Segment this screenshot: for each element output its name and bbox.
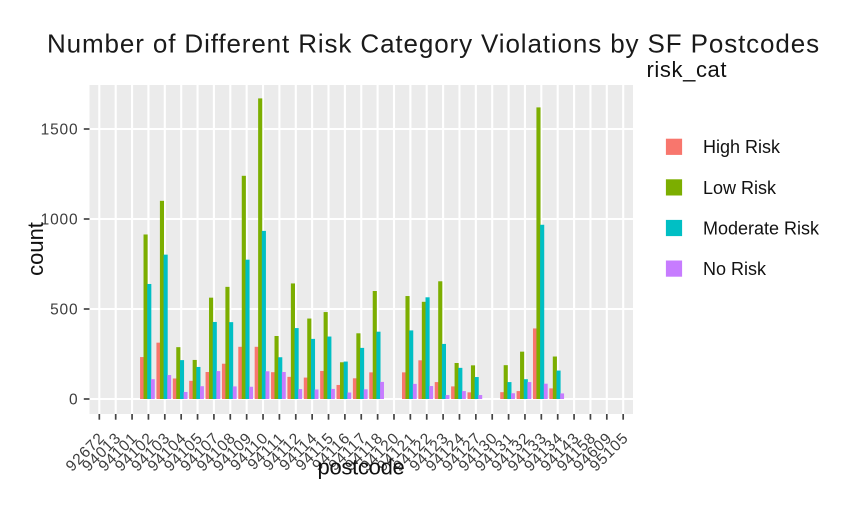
svg-text:postcode: postcode xyxy=(318,455,405,480)
svg-text:Number of Different Risk Categ: Number of Different Risk Category Violat… xyxy=(47,28,820,58)
svg-text:No Risk: No Risk xyxy=(703,259,767,279)
svg-text:Moderate Risk: Moderate Risk xyxy=(703,218,820,238)
svg-text:500: 500 xyxy=(50,301,78,318)
svg-text:1500: 1500 xyxy=(41,121,79,138)
svg-text:Low Risk: Low Risk xyxy=(703,178,777,198)
svg-text:High Risk: High Risk xyxy=(703,137,781,157)
svg-text:risk_cat: risk_cat xyxy=(647,57,728,82)
svg-text:count: count xyxy=(23,222,48,276)
svg-text:0: 0 xyxy=(69,391,78,408)
svg-text:1000: 1000 xyxy=(41,211,79,228)
